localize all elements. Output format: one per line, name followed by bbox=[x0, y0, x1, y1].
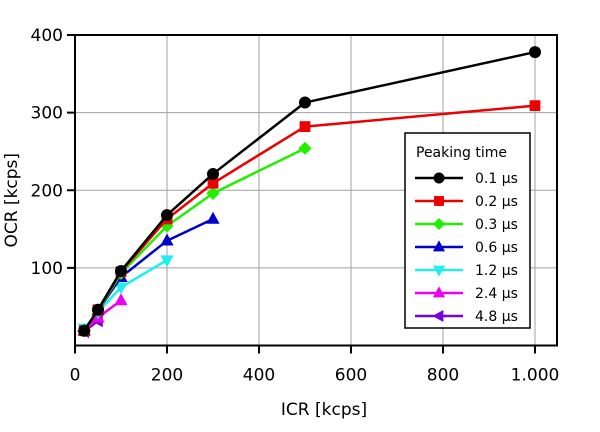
y-tick-label: 200 bbox=[31, 181, 63, 201]
legend-label: 1.2 µs bbox=[475, 263, 518, 279]
data-point bbox=[160, 233, 174, 246]
data-point bbox=[114, 282, 128, 295]
legend-item: 4.8 µs bbox=[415, 309, 518, 325]
legend-marker bbox=[432, 240, 446, 252]
y-tick-label: 400 bbox=[31, 26, 63, 46]
y-tick-label: 100 bbox=[31, 259, 63, 279]
legend-marker bbox=[433, 172, 445, 184]
data-point bbox=[160, 255, 174, 268]
legend-label: 0.2 µs bbox=[475, 194, 518, 210]
data-point bbox=[92, 303, 104, 316]
series-1 bbox=[78, 46, 541, 337]
legend-label: 0.6 µs bbox=[475, 240, 518, 256]
x-tick-label: 1.000 bbox=[511, 366, 560, 386]
legend-item: 0.1 µs bbox=[415, 171, 518, 187]
legend: Peaking time 0.1 µs 0.2 µs 0.3 µs 0.6 µs 1.2… bbox=[404, 132, 531, 329]
legend-marker bbox=[432, 309, 444, 323]
legend-label: 0.1 µs bbox=[475, 171, 518, 187]
legend-label: 2.4 µs bbox=[475, 286, 518, 302]
legend-marker bbox=[434, 196, 444, 206]
data-point bbox=[78, 324, 91, 337]
x-tick-label: 600 bbox=[335, 366, 367, 386]
data-point bbox=[115, 264, 127, 277]
legend-label: 0.3 µs bbox=[475, 217, 518, 233]
data-point bbox=[206, 211, 220, 224]
data-point bbox=[206, 186, 220, 200]
legend-marker bbox=[432, 217, 446, 231]
x-axis-title: ICR [kcps] bbox=[281, 400, 367, 420]
legend-marker bbox=[432, 286, 446, 298]
data-point bbox=[161, 209, 173, 222]
y-axis-title: OCR [kcps] bbox=[2, 153, 22, 248]
legend-item: 1.2 µs bbox=[415, 263, 518, 279]
data-point bbox=[299, 121, 311, 132]
legend-box bbox=[404, 132, 531, 329]
legend-item: 0.6 µs bbox=[415, 240, 518, 256]
x-tick-label: 400 bbox=[243, 366, 275, 386]
legend-title: Peaking time bbox=[416, 145, 507, 161]
legend-marker bbox=[432, 265, 446, 277]
data-point bbox=[299, 96, 311, 109]
x-tick-label: 800 bbox=[427, 366, 459, 386]
data-point bbox=[298, 141, 312, 155]
legend-item: 0.3 µs bbox=[415, 217, 518, 233]
data-point bbox=[529, 100, 541, 112]
series-layer bbox=[77, 46, 541, 339]
x-tick-label: 0 bbox=[70, 366, 81, 386]
x-tick-label: 200 bbox=[151, 366, 183, 386]
data-point bbox=[529, 46, 541, 59]
y-tick-label: 300 bbox=[31, 104, 63, 124]
data-point bbox=[207, 167, 219, 180]
legend-label: 4.8 µs bbox=[475, 309, 518, 325]
axis-ticks: 0 200 400 600 800 1.000 100 200 300 400 bbox=[31, 26, 560, 386]
legend-item: 2.4 µs bbox=[415, 286, 518, 302]
data-point bbox=[207, 177, 219, 189]
data-point bbox=[114, 293, 128, 306]
legend-item: 0.2 µs bbox=[415, 194, 518, 210]
